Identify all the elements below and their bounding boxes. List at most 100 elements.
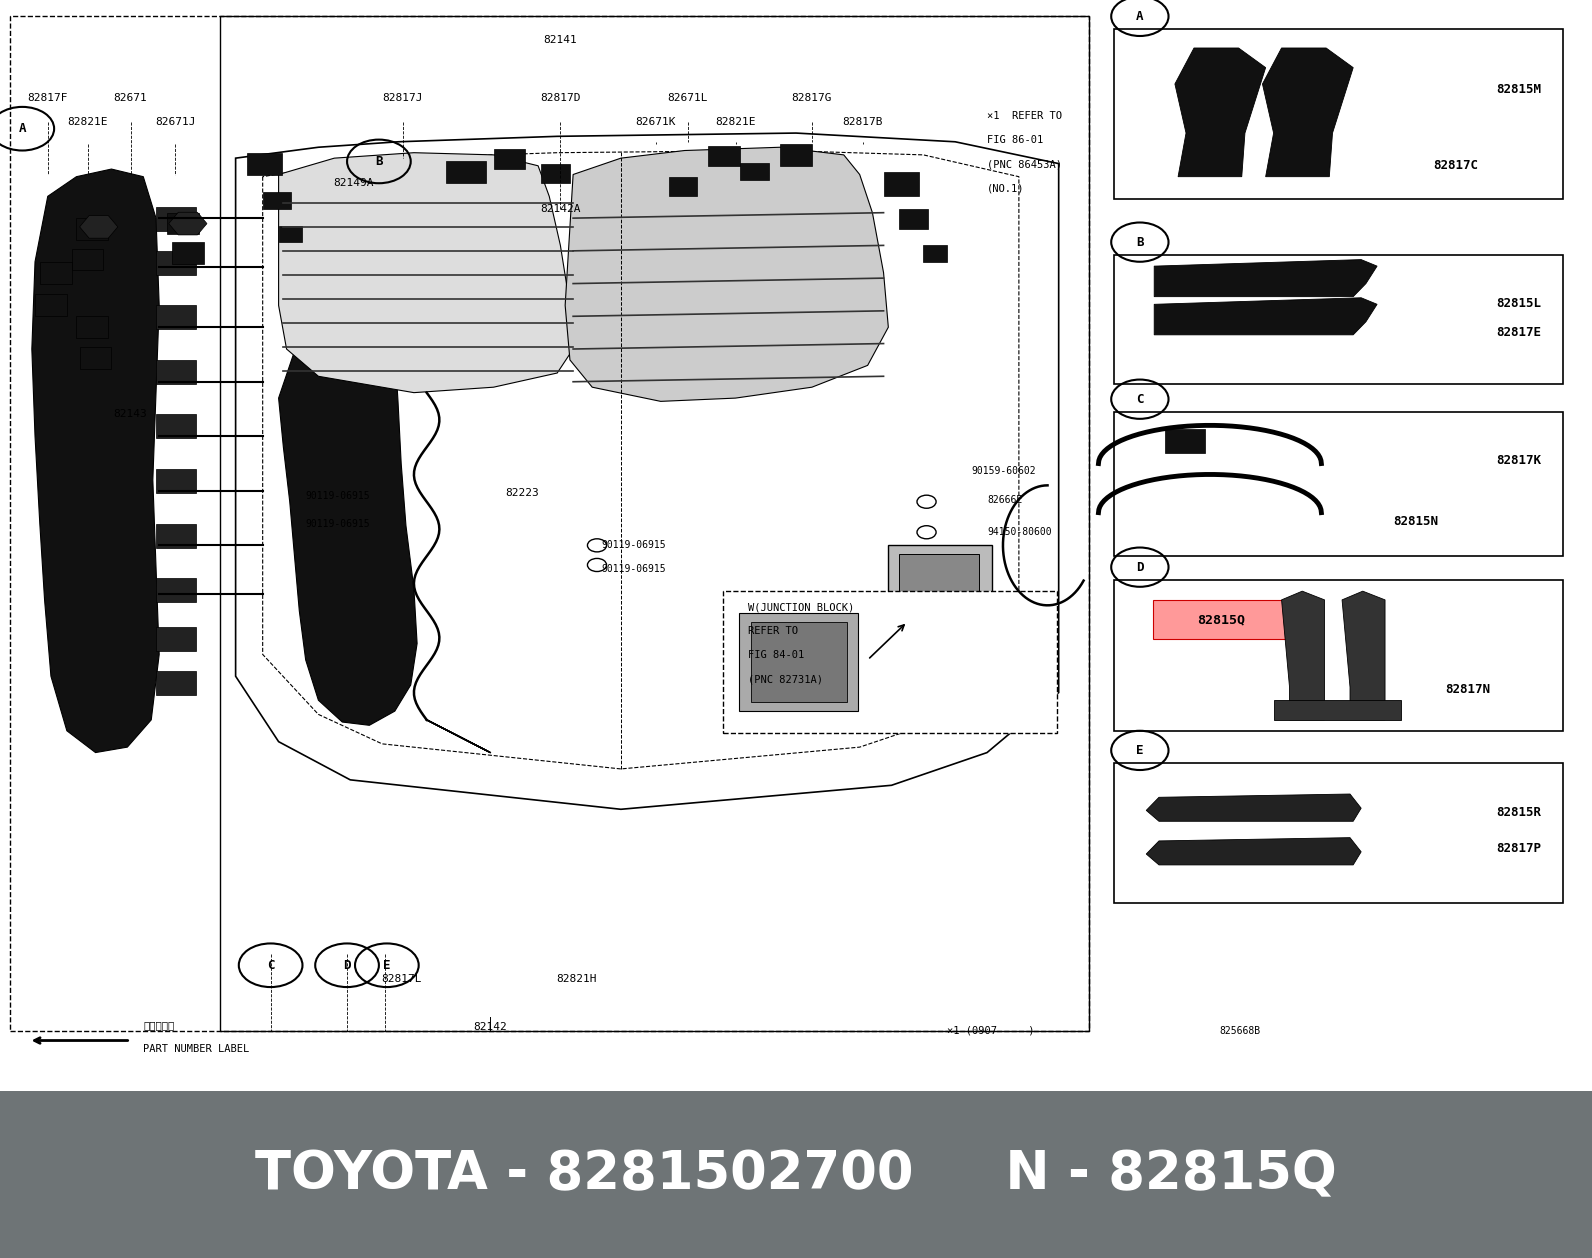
Polygon shape — [565, 147, 888, 401]
FancyBboxPatch shape — [1153, 600, 1290, 639]
Text: 82142A: 82142A — [540, 204, 581, 214]
Bar — [780, 143, 812, 166]
Text: 82821H: 82821H — [556, 975, 597, 985]
Text: 品番ラベル: 品番ラベル — [143, 1020, 175, 1030]
Bar — [156, 414, 196, 439]
Polygon shape — [1342, 591, 1385, 720]
Text: D: D — [1137, 561, 1143, 574]
Polygon shape — [32, 169, 159, 752]
Bar — [541, 164, 570, 184]
Bar — [923, 245, 947, 262]
Polygon shape — [169, 213, 207, 235]
Text: FIG 84-01: FIG 84-01 — [748, 650, 804, 660]
Text: E: E — [384, 959, 390, 971]
Bar — [156, 250, 196, 274]
Text: D: D — [344, 959, 350, 971]
Polygon shape — [279, 152, 573, 392]
Text: 82666E: 82666E — [987, 494, 1022, 504]
Bar — [739, 613, 858, 711]
Text: 82821E: 82821E — [67, 117, 108, 127]
Bar — [1165, 429, 1205, 453]
Text: 90119-06915: 90119-06915 — [306, 518, 371, 528]
Text: 82815M: 82815M — [1496, 83, 1541, 96]
Bar — [723, 591, 1057, 733]
Text: 90159-60602: 90159-60602 — [971, 467, 1036, 477]
Text: 82141: 82141 — [543, 35, 578, 45]
Text: 82817K: 82817K — [1496, 454, 1541, 467]
Text: A: A — [1137, 10, 1143, 23]
Text: FIG 86-01: FIG 86-01 — [987, 136, 1043, 145]
Bar — [156, 208, 196, 231]
Text: 82817J: 82817J — [382, 93, 423, 103]
Bar — [708, 146, 740, 166]
Polygon shape — [1154, 259, 1377, 297]
Bar — [899, 209, 928, 229]
Bar — [494, 150, 525, 169]
Bar — [35, 294, 67, 316]
Bar — [1274, 701, 1401, 720]
Text: 90119-06915: 90119-06915 — [602, 565, 667, 575]
Text: 82223: 82223 — [505, 488, 540, 498]
Text: (NO.1): (NO.1) — [987, 184, 1025, 194]
Bar — [156, 306, 196, 330]
Text: 82817F: 82817F — [27, 93, 68, 103]
Text: E: E — [1137, 743, 1143, 757]
Text: 90119-06915: 90119-06915 — [306, 492, 371, 501]
Text: 82817N: 82817N — [1446, 683, 1490, 696]
Text: 82671K: 82671K — [635, 117, 677, 127]
Bar — [446, 161, 486, 184]
Text: PART NUMBER LABEL: PART NUMBER LABEL — [143, 1044, 250, 1054]
Bar — [156, 469, 196, 493]
Text: 82815L: 82815L — [1496, 297, 1541, 309]
Text: 82817B: 82817B — [842, 117, 884, 127]
Bar — [220, 16, 1089, 1030]
Bar — [156, 360, 196, 384]
Bar — [740, 162, 769, 180]
Text: 82817L: 82817L — [380, 975, 422, 985]
Polygon shape — [1146, 838, 1361, 866]
Text: ×1  REFER TO: ×1 REFER TO — [987, 111, 1062, 121]
Text: 82817P: 82817P — [1496, 842, 1541, 855]
Text: (PNC 82731A): (PNC 82731A) — [748, 674, 823, 684]
Text: B: B — [376, 155, 382, 167]
Text: 82817G: 82817G — [791, 93, 833, 103]
Polygon shape — [80, 215, 118, 238]
Bar — [1114, 255, 1563, 384]
Text: 82143: 82143 — [113, 409, 148, 419]
Text: 94150-80600: 94150-80600 — [987, 527, 1052, 537]
Text: 825668B: 825668B — [1219, 1025, 1261, 1035]
Text: 82671J: 82671J — [154, 117, 196, 127]
Polygon shape — [1262, 48, 1353, 176]
Bar — [72, 249, 103, 270]
Text: 82817D: 82817D — [540, 93, 581, 103]
Text: A: A — [19, 122, 25, 135]
Bar — [884, 172, 919, 196]
Text: W(JUNCTION BLOCK): W(JUNCTION BLOCK) — [748, 603, 855, 613]
Bar — [156, 671, 196, 694]
Bar — [247, 152, 282, 175]
Bar — [172, 242, 204, 264]
Bar — [156, 628, 196, 652]
Bar — [1114, 413, 1563, 556]
Bar — [669, 176, 697, 196]
Bar — [76, 316, 108, 338]
Bar — [1114, 764, 1563, 903]
Text: 82815Q: 82815Q — [1197, 613, 1245, 626]
Text: 82815N: 82815N — [1393, 515, 1438, 528]
Text: 82671L: 82671L — [667, 93, 708, 103]
Text: 90119-06915: 90119-06915 — [602, 541, 667, 550]
Polygon shape — [1282, 591, 1325, 720]
Text: 82821E: 82821E — [715, 117, 756, 127]
Text: ×1 (0907-    ): ×1 (0907- ) — [947, 1025, 1035, 1035]
Text: C: C — [1137, 392, 1143, 405]
Text: C: C — [267, 959, 274, 971]
Text: 82817E: 82817E — [1496, 326, 1541, 340]
Bar — [167, 213, 199, 234]
Polygon shape — [1146, 794, 1361, 821]
Text: 82815R: 82815R — [1496, 806, 1541, 819]
Bar — [751, 621, 847, 702]
Polygon shape — [1154, 298, 1377, 335]
Bar — [156, 579, 196, 603]
Text: REFER TO: REFER TO — [748, 626, 798, 637]
Text: 82817C: 82817C — [1433, 160, 1477, 172]
